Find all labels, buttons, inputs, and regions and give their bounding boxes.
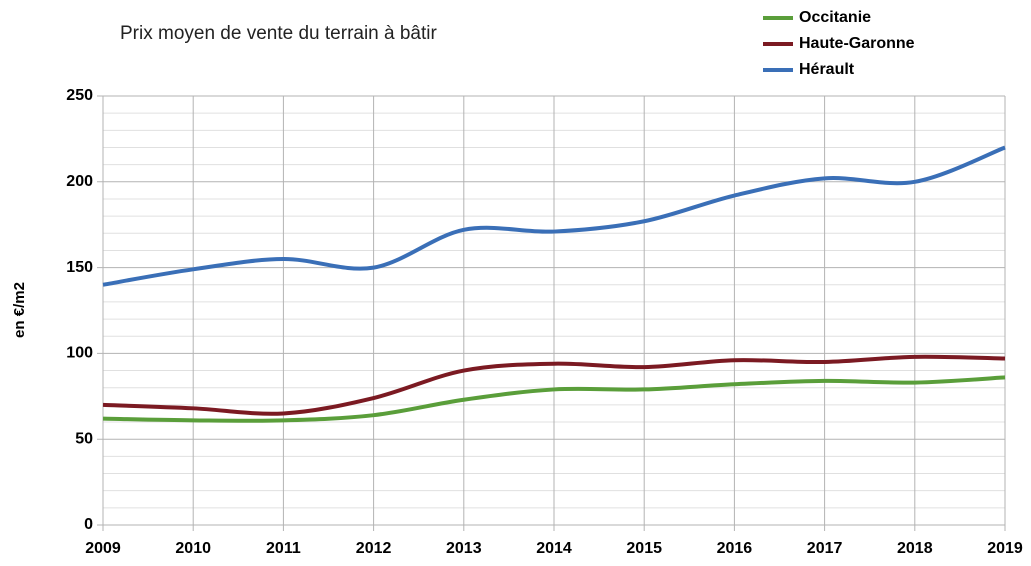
x-tick-label: 2014: [536, 540, 572, 557]
x-tick-label: 2019: [987, 540, 1023, 557]
x-tick-label: 2018: [897, 540, 933, 557]
x-tick-label: 2009: [85, 540, 121, 557]
x-tick-label: 2012: [356, 540, 392, 557]
x-tick-label: 2015: [626, 540, 662, 557]
x-tick-label: 2011: [266, 540, 301, 557]
x-tick-label: 2017: [807, 540, 843, 557]
y-tick-label: 150: [66, 259, 93, 276]
x-tick-label: 2016: [717, 540, 753, 557]
x-tick-label: 2013: [446, 540, 482, 557]
series-line: [102, 145, 1006, 287]
series-line: [102, 354, 1006, 416]
y-tick-label: 50: [75, 430, 93, 447]
legend-label: Hérault: [799, 61, 855, 78]
chart-title: Prix moyen de vente du terrain à bâtir: [120, 23, 438, 44]
y-tick-label: 250: [66, 87, 93, 104]
x-tick-label: 2010: [175, 540, 211, 557]
legend-label: Occitanie: [799, 9, 871, 26]
y-tick-label: 100: [66, 345, 93, 362]
y-axis-label: en €/m2: [11, 282, 28, 338]
y-tick-label: 0: [84, 516, 93, 533]
series-line: [102, 375, 1006, 423]
y-tick-label: 200: [66, 173, 93, 190]
legend-label: Haute-Garonne: [799, 35, 915, 52]
